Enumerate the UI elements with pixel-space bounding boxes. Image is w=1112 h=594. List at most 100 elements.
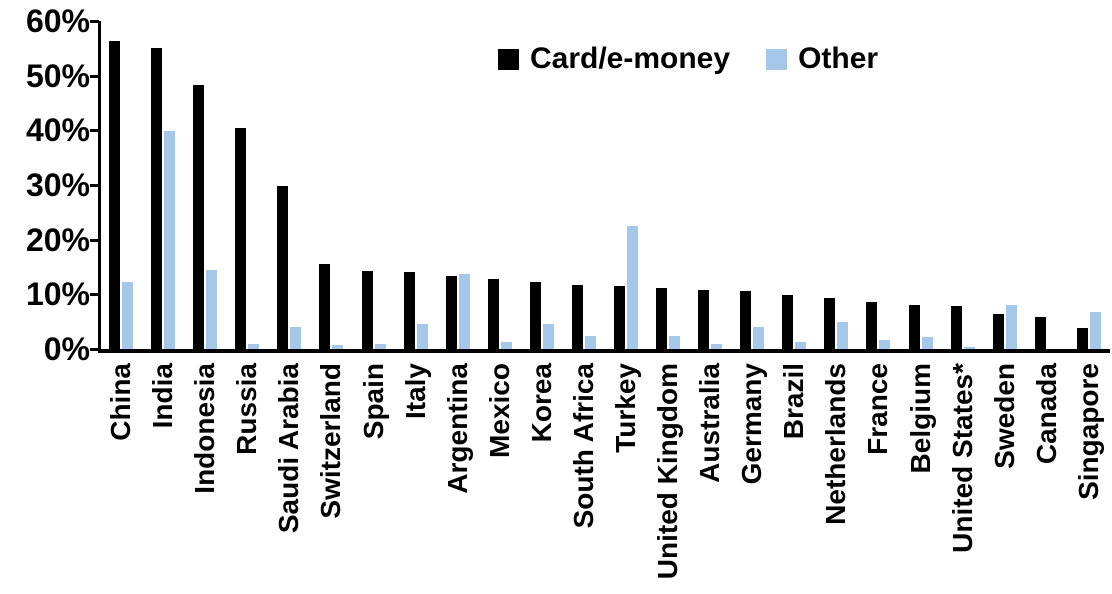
bar-card-e-money (319, 264, 331, 349)
bar-other (837, 322, 849, 349)
x-axis-label: United Kingdom (652, 363, 684, 580)
x-label-slot: Argentina (442, 363, 474, 593)
category-group: Singapore (1068, 21, 1110, 500)
x-axis-label: Belgium (904, 363, 936, 474)
bar-other (416, 323, 428, 349)
bar-card-e-money (277, 186, 289, 349)
bar-other (206, 270, 218, 349)
x-label-slot: South Africa (568, 363, 600, 593)
category-group: Indonesia (184, 21, 226, 494)
legend-swatch-other (766, 48, 788, 70)
category-group: Australia (689, 21, 731, 483)
bar-card-e-money (740, 291, 752, 349)
y-tick-label: 40% (25, 112, 90, 149)
x-axis-label: Germany (736, 363, 768, 485)
x-axis-label: Canada (1030, 363, 1062, 465)
x-axis-label: Brazil (778, 363, 810, 440)
bar-card-e-money (487, 278, 499, 349)
bar-other (542, 323, 554, 349)
category-group: Canada (1026, 21, 1068, 464)
bar-other (963, 346, 975, 349)
category-group: Sweden (984, 21, 1026, 469)
x-axis-label: Korea (525, 363, 557, 443)
bar-card-e-money (698, 290, 710, 349)
x-axis-line (98, 349, 1110, 353)
bar-other (374, 344, 386, 349)
x-axis-label: Indonesia (189, 363, 221, 494)
x-axis-label: Sweden (988, 363, 1020, 469)
legend-item-other: Other (766, 42, 878, 76)
bar-card-e-money (824, 298, 836, 349)
bar-other (248, 343, 260, 349)
bar-other (753, 327, 765, 349)
bar-other (458, 273, 470, 349)
x-label-slot: Mexico (484, 363, 516, 593)
x-axis-label: Netherlands (820, 363, 852, 525)
bar-card-e-money (571, 285, 583, 349)
x-axis-label: Italy (399, 363, 431, 420)
category-group: Saudi Arabia (268, 21, 310, 533)
y-tick-label: 60% (25, 3, 90, 39)
x-axis-label: Russia (231, 363, 263, 455)
x-label-slot: Germany (736, 363, 768, 593)
bar-card-e-money (950, 305, 962, 349)
category-group: Netherlands (815, 21, 857, 525)
bar-card-e-money (1034, 316, 1046, 349)
bar-card-e-money (613, 285, 625, 349)
x-label-slot: Sweden (989, 363, 1021, 593)
bar-other (711, 343, 723, 349)
x-axis-label: Argentina (441, 363, 473, 494)
bar-other (122, 281, 134, 349)
bar-other (921, 337, 933, 349)
chart-legend: Card/e-money Other (498, 42, 878, 76)
bar-other (164, 131, 176, 349)
bar-card-e-money (992, 314, 1004, 349)
legend-label-other: Other (798, 42, 879, 75)
y-tick-mark (90, 184, 99, 187)
x-axis-label: South Africa (567, 363, 599, 529)
bar-card-e-money (109, 41, 121, 349)
x-axis-label: China (105, 363, 137, 441)
x-label-slot: Australia (694, 363, 726, 593)
bar-card-e-money (1076, 327, 1088, 349)
category-group: Turkey (605, 21, 647, 453)
bar-other (500, 341, 512, 349)
x-axis-label: India (147, 363, 179, 429)
y-tick-mark (90, 74, 99, 78)
category-group: Belgium (899, 21, 941, 473)
legend-swatch-card-e-money (498, 48, 519, 70)
bar-card-e-money (908, 304, 920, 349)
bar-card-e-money (361, 270, 373, 349)
category-group: United Kingdom (647, 21, 689, 579)
y-tick-mark (90, 238, 99, 242)
x-label-slot: Saudi Arabia (273, 363, 305, 593)
y-tick-label: 10% (25, 276, 90, 313)
category-group: United States* (942, 21, 984, 553)
plot-area: China India Indonesia Russia Saudi Arabia Swi… (100, 21, 1110, 579)
category-group: South Africa (563, 21, 605, 528)
y-tick-label: 20% (25, 221, 90, 258)
bar-card-e-money (866, 302, 878, 349)
bar-other (879, 340, 891, 349)
bar-other (1089, 311, 1101, 349)
x-label-slot: Spain (358, 363, 390, 593)
x-label-slot: Turkey (610, 363, 642, 593)
x-axis-label: Australia (694, 363, 726, 483)
x-label-slot: United States* (947, 363, 979, 593)
bar-other (332, 345, 344, 349)
x-label-slot: Italy (400, 363, 432, 593)
x-label-slot: China (105, 363, 137, 593)
category-group: Brazil (773, 21, 815, 439)
bar-card-e-money (193, 85, 205, 349)
x-label-slot: Korea (526, 363, 558, 593)
y-tick-label: 0% (43, 331, 90, 367)
x-axis-label: Turkey (609, 363, 641, 453)
category-group: India (142, 21, 184, 428)
category-group: Mexico (479, 21, 521, 458)
bar-card-e-money (782, 294, 794, 349)
category-group: Italy (395, 21, 437, 419)
x-label-slot: Switzerland (315, 363, 347, 593)
bar-other (1005, 305, 1017, 349)
x-label-slot: Brazil (778, 363, 810, 593)
